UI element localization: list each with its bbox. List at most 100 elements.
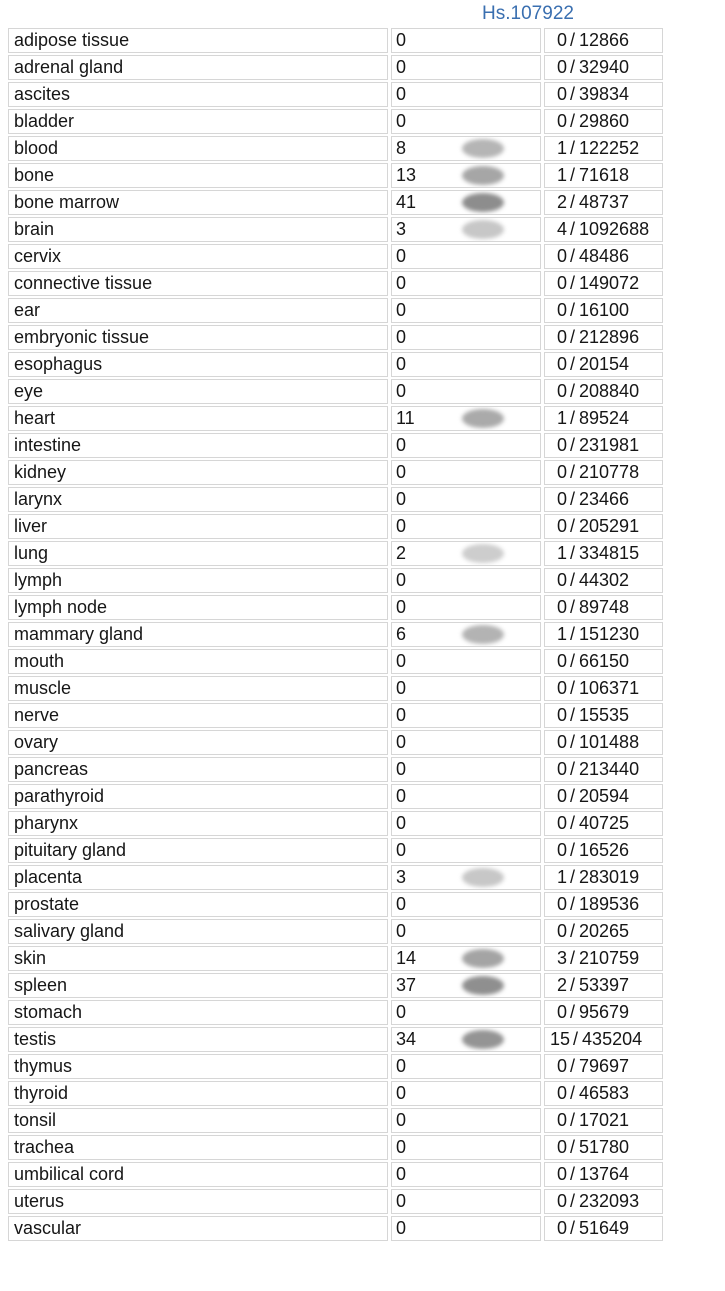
tpm-cell: 0: [391, 568, 541, 593]
tpm-cell: 13: [391, 163, 541, 188]
tpm-value: 41: [396, 192, 417, 212]
tpm-cell: 0: [391, 352, 541, 377]
gene-est-count: 15: [550, 1029, 571, 1049]
est-ratio-cell: 0/40725: [544, 811, 663, 836]
est-ratio-cell: 2/48737: [544, 190, 663, 215]
gene-est-count: 0: [556, 30, 567, 50]
tpm-cell: 0: [391, 1162, 541, 1187]
expression-spot-icon: [462, 193, 504, 212]
ratio-separator: /: [570, 543, 576, 563]
gene-est-count: 0: [556, 435, 567, 455]
ratio-separator: /: [570, 489, 576, 509]
tpm-value: 0: [396, 57, 407, 77]
ratio-separator: /: [570, 840, 576, 860]
tpm-value: 0: [396, 273, 407, 293]
tissue-name: ovary: [8, 730, 388, 755]
tpm-cell: 3: [391, 865, 541, 890]
tissue-name: lymph: [8, 568, 388, 593]
est-ratio-cell: 4/1092688: [544, 217, 663, 242]
tissue-name: brain: [8, 217, 388, 242]
est-ratio-cell: 3/210759: [544, 946, 663, 971]
tpm-cell: 8: [391, 136, 541, 161]
expression-spot-icon: [462, 166, 504, 185]
profile-header: Hs.107922: [393, 2, 663, 26]
gene-est-count: 0: [556, 84, 567, 104]
total-est-count: 101488: [579, 732, 640, 752]
total-est-count: 32940: [579, 57, 630, 77]
tissue-name: bone: [8, 163, 388, 188]
total-est-count: 66150: [579, 651, 630, 671]
tpm-value: 0: [396, 327, 407, 347]
gene-est-count: 1: [556, 165, 567, 185]
tpm-cell: 0: [391, 676, 541, 701]
total-est-count: 122252: [579, 138, 640, 158]
tissue-name: eye: [8, 379, 388, 404]
ratio-separator: /: [570, 165, 576, 185]
est-ratio-cell: 0/212896: [544, 325, 663, 350]
est-ratio-cell: 0/213440: [544, 757, 663, 782]
ratio-separator: /: [570, 1137, 576, 1157]
total-est-count: 16100: [579, 300, 630, 320]
tpm-cell: 34: [391, 1027, 541, 1052]
gene-est-count: 0: [556, 894, 567, 914]
ratio-separator: /: [570, 30, 576, 50]
tpm-cell: 0: [391, 595, 541, 620]
ratio-separator: /: [570, 1218, 576, 1238]
ratio-separator: /: [570, 516, 576, 536]
est-ratio-cell: 0/210778: [544, 460, 663, 485]
est-ratio-cell: 0/79697: [544, 1054, 663, 1079]
tpm-cell: 0: [391, 1054, 541, 1079]
tpm-value: 0: [396, 354, 407, 374]
tpm-value: 2: [396, 543, 407, 563]
ratio-separator: /: [570, 1002, 576, 1022]
tissue-name: pituitary gland: [8, 838, 388, 863]
tpm-value: 13: [396, 165, 417, 185]
tpm-value: 37: [396, 975, 417, 995]
tpm-cell: 0: [391, 460, 541, 485]
gene-est-count: 0: [556, 300, 567, 320]
tissue-name: thymus: [8, 1054, 388, 1079]
tpm-value: 0: [396, 30, 407, 50]
tpm-cell: 0: [391, 1135, 541, 1160]
ratio-separator: /: [570, 435, 576, 455]
tpm-cell: 0: [391, 1081, 541, 1106]
ratio-separator: /: [570, 219, 576, 239]
tpm-value: 0: [396, 111, 407, 131]
est-ratio-cell: 0/51780: [544, 1135, 663, 1160]
total-est-count: 53397: [579, 975, 630, 995]
total-est-count: 51780: [579, 1137, 630, 1157]
unigene-cluster-link[interactable]: Hs.107922: [482, 3, 574, 24]
tissue-name: nerve: [8, 703, 388, 728]
ratio-separator: /: [570, 732, 576, 752]
tpm-value: 0: [396, 489, 407, 509]
ratio-separator: /: [570, 1164, 576, 1184]
tpm-value: 0: [396, 516, 407, 536]
ratio-separator: /: [570, 813, 576, 833]
gene-est-count: 0: [556, 1218, 567, 1238]
tpm-value: 8: [396, 138, 407, 158]
gene-est-count: 0: [556, 1164, 567, 1184]
est-ratio-cell: 0/13764: [544, 1162, 663, 1187]
gene-est-count: 0: [556, 1083, 567, 1103]
est-ratio-cell: 1/334815: [544, 541, 663, 566]
gene-est-count: 0: [556, 1137, 567, 1157]
tpm-cell: 0: [391, 703, 541, 728]
est-ratio-cell: 0/16100: [544, 298, 663, 323]
est-ratio-cell: 0/48486: [544, 244, 663, 269]
ratio-separator: /: [570, 192, 576, 212]
gene-est-count: 1: [556, 867, 567, 887]
total-est-count: 435204: [582, 1029, 643, 1049]
gene-est-count: 0: [556, 354, 567, 374]
gene-est-count: 0: [556, 705, 567, 725]
tpm-cell: 0: [391, 919, 541, 944]
tpm-value: 0: [396, 462, 407, 482]
gene-est-count: 0: [556, 732, 567, 752]
est-ratio-cell: 15/435204: [544, 1027, 663, 1052]
tissue-name: mouth: [8, 649, 388, 674]
tpm-value: 34: [396, 1029, 417, 1049]
ratio-separator: /: [570, 246, 576, 266]
est-ratio-cell: 0/66150: [544, 649, 663, 674]
total-est-count: 213440: [579, 759, 640, 779]
total-est-count: 89748: [579, 597, 630, 617]
est-ratio-cell: 0/106371: [544, 676, 663, 701]
